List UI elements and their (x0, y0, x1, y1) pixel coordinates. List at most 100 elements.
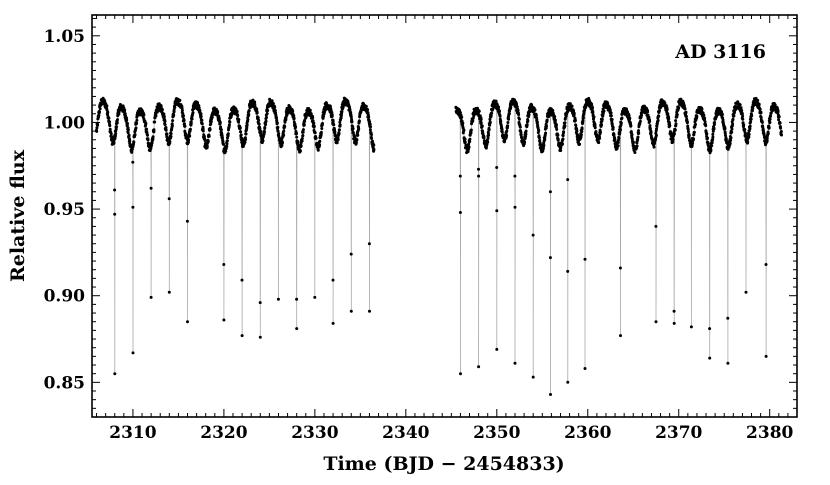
flux-point (264, 119, 268, 123)
flux-point (169, 132, 173, 136)
flux-point (759, 115, 763, 119)
flux-point (225, 142, 229, 146)
flux-point (703, 116, 707, 120)
flux-point (316, 148, 320, 152)
flux-point (630, 137, 634, 141)
flux-point (256, 116, 260, 120)
flux-point (477, 167, 480, 171)
flux-point (350, 120, 354, 124)
flux-point (151, 137, 155, 141)
flux-point (620, 116, 624, 120)
flux-point (548, 256, 552, 260)
flux-point (265, 115, 268, 119)
flux-point (654, 320, 658, 324)
flux-point (506, 124, 510, 128)
flux-point (245, 126, 249, 130)
flux-point (460, 115, 464, 119)
flux-point (318, 143, 322, 147)
flux-point (237, 118, 241, 122)
flux-point (513, 174, 517, 178)
flux-point (236, 114, 240, 118)
flux-point (108, 120, 111, 124)
flux-point (749, 120, 753, 124)
flux-point (243, 140, 247, 144)
flux-point (619, 128, 622, 131)
flux-point (351, 127, 355, 131)
flux-point (583, 257, 587, 261)
flux-point (628, 116, 632, 120)
flux-point (583, 367, 587, 370)
flux-point (123, 112, 127, 116)
flux-point (225, 139, 229, 143)
flux-point (597, 141, 601, 145)
flux-point (482, 135, 486, 139)
flux-point (553, 115, 557, 119)
flux-point (146, 133, 149, 137)
flux-point (238, 126, 242, 130)
flux-point (598, 136, 602, 140)
flux-point (524, 129, 528, 133)
flux-point (741, 114, 745, 118)
flux-point (163, 123, 167, 127)
flux-point (277, 132, 281, 136)
flux-point (367, 115, 371, 119)
flux-point (106, 110, 110, 114)
flux-point (221, 139, 225, 143)
flux-point (572, 112, 576, 115)
flux-point (185, 219, 189, 223)
flux-point (741, 117, 745, 121)
flux-point (537, 129, 541, 133)
flux-point (507, 112, 511, 116)
flux-point (545, 118, 549, 122)
flux-point (538, 138, 542, 142)
flux-point (244, 132, 248, 136)
flux-point (210, 115, 214, 119)
flux-point (591, 110, 595, 114)
flux-point (334, 134, 338, 138)
flux-point (172, 110, 176, 114)
flux-point (471, 119, 475, 123)
flux-point (708, 327, 712, 331)
flux-point (490, 111, 494, 115)
flux-point (509, 105, 513, 109)
flux-point (292, 116, 296, 120)
flux-point (113, 372, 117, 376)
flux-point (749, 117, 753, 121)
flux-point (331, 321, 335, 325)
flux-point (467, 145, 471, 149)
flux-point (349, 252, 353, 256)
flux-point (657, 114, 661, 118)
flux-point (495, 209, 499, 213)
flux-point (468, 137, 472, 141)
flux-point (301, 130, 305, 134)
flux-point (355, 138, 359, 142)
flux-point (162, 112, 166, 116)
flux-point (314, 136, 318, 140)
flux-point (197, 104, 201, 108)
flux-point (130, 147, 134, 151)
flux-point (708, 356, 712, 360)
flux-point (125, 118, 129, 122)
flux-point (98, 110, 101, 114)
flux-point (545, 124, 548, 128)
flux-point (479, 121, 483, 125)
flux-point (654, 137, 658, 141)
flux-point (531, 233, 535, 237)
flux-point (759, 110, 763, 114)
flux-point (575, 129, 579, 133)
flux-point (652, 145, 656, 149)
flux-point (152, 130, 156, 134)
flux-point (686, 130, 690, 134)
flux-point (275, 121, 279, 125)
flux-point (609, 114, 613, 118)
flux-point (164, 126, 168, 130)
flux-point (149, 295, 153, 299)
flux-point (574, 123, 578, 127)
flux-point (758, 107, 762, 111)
flux-point (646, 110, 650, 114)
flux-point (499, 119, 503, 123)
flux-point (498, 114, 502, 118)
flux-point (633, 151, 637, 154)
flux-point (117, 112, 121, 116)
flux-point (692, 130, 696, 134)
